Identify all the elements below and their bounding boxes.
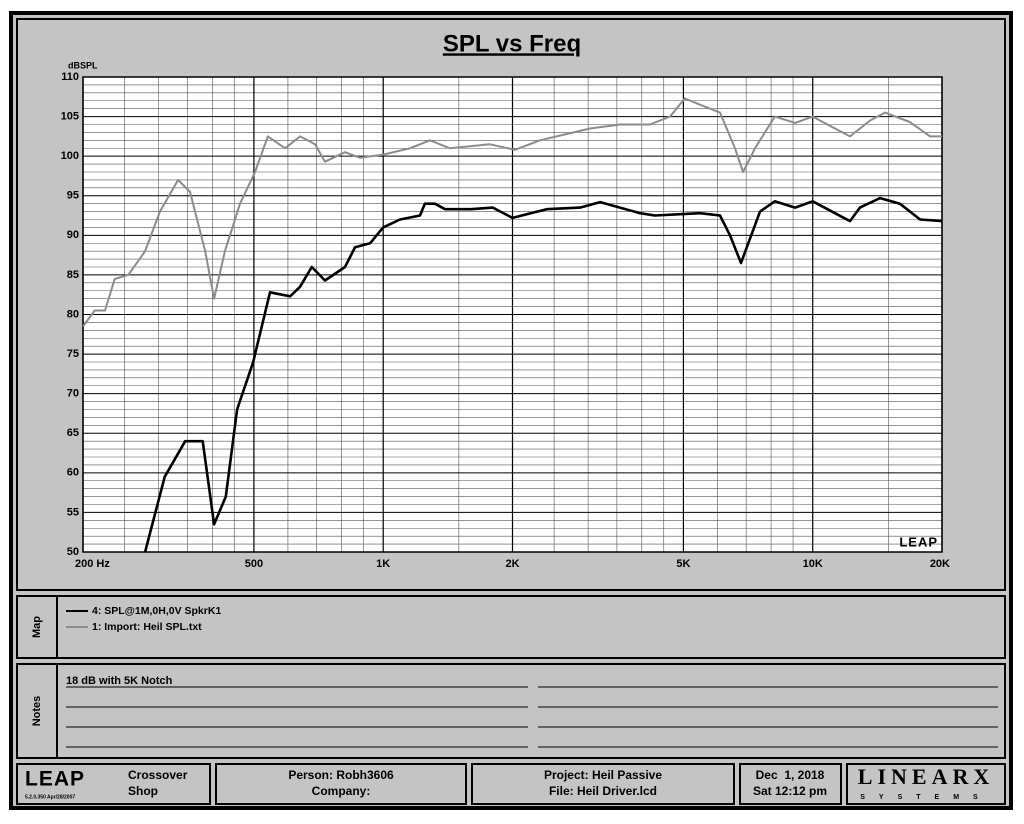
- x-tick-label: 500: [245, 558, 263, 570]
- project: Project: Heil Passive: [544, 768, 662, 782]
- legend-label: 1: Import: Heil SPL.txt: [92, 621, 202, 633]
- note-rules: [66, 686, 998, 748]
- y-tick-label: 55: [67, 506, 79, 518]
- x-tick-label: 5K: [676, 558, 690, 570]
- brand-sub: SYSTEMS: [860, 794, 991, 801]
- series-line: [143, 196, 943, 553]
- footer-box: [16, 763, 211, 805]
- notes-label: Notes: [31, 696, 43, 727]
- x-tick-label: 2K: [505, 558, 519, 570]
- brand: LINEARX: [858, 764, 994, 789]
- x-tick-label: 1K: [376, 558, 390, 570]
- y-axis-label: dBSPL: [68, 60, 98, 70]
- series-line: [82, 97, 942, 327]
- person: Person: Robh3606: [288, 768, 394, 782]
- y-tick-label: 100: [61, 150, 79, 162]
- legend-label: 4: SPL@1M,0H,0V SpkrK1: [92, 605, 221, 617]
- file: File: Heil Driver.lcd: [549, 784, 657, 798]
- plot-border: [82, 76, 943, 553]
- time: Sat 12:12 pm: [753, 784, 827, 798]
- footer-box: [471, 763, 735, 805]
- y-tick-label: 105: [61, 110, 79, 122]
- footer-box: [846, 763, 1006, 805]
- y-tick-label: 50: [67, 546, 79, 558]
- watermark: LEAP: [899, 534, 938, 549]
- x-tick-label: 200 Hz: [75, 558, 110, 570]
- plot: 50 55 60 65 70 75 80 85 90 95 100 105 110 200 Hz 500 1K…: [61, 71, 950, 570]
- y-tick-label: 90: [67, 229, 79, 241]
- app-name: Shop: [128, 784, 158, 798]
- x-tick-label: 10K: [803, 558, 823, 570]
- y-tick-label: 60: [67, 467, 79, 479]
- chart-title: SPL vs Freq: [443, 30, 581, 57]
- y-tick-label: 65: [67, 427, 79, 439]
- notes-panel: [16, 663, 1006, 759]
- x-tick-label: 20K: [930, 558, 950, 570]
- company: Company:: [312, 784, 371, 798]
- footer-box: [215, 763, 467, 805]
- y-tick-label: 75: [67, 348, 79, 360]
- version: 5.2.0.350 Apr/28/2007: [25, 794, 75, 800]
- y-tick-label: 85: [67, 269, 79, 281]
- footer-box: [739, 763, 842, 805]
- logo: LEAP: [25, 768, 85, 791]
- date: Dec 1, 2018: [756, 768, 825, 782]
- map-label: Map: [31, 616, 43, 638]
- y-tick-label: 110: [61, 71, 79, 83]
- footer: LEAP 5.2.0.350 Apr/28/2007 Crossover Sho…: [16, 763, 1006, 805]
- legend: 1: Import: Heil SPL.txt 4: SPL@1M,0H,0V S…: [66, 605, 221, 633]
- y-tick-label: 80: [67, 308, 79, 320]
- y-tick-label: 95: [67, 190, 79, 202]
- y-tick-label: 70: [67, 388, 79, 400]
- note-text: 18 dB with 5K Notch: [66, 675, 173, 687]
- map-panel: [16, 595, 1006, 659]
- app-name: Crossover: [128, 768, 188, 782]
